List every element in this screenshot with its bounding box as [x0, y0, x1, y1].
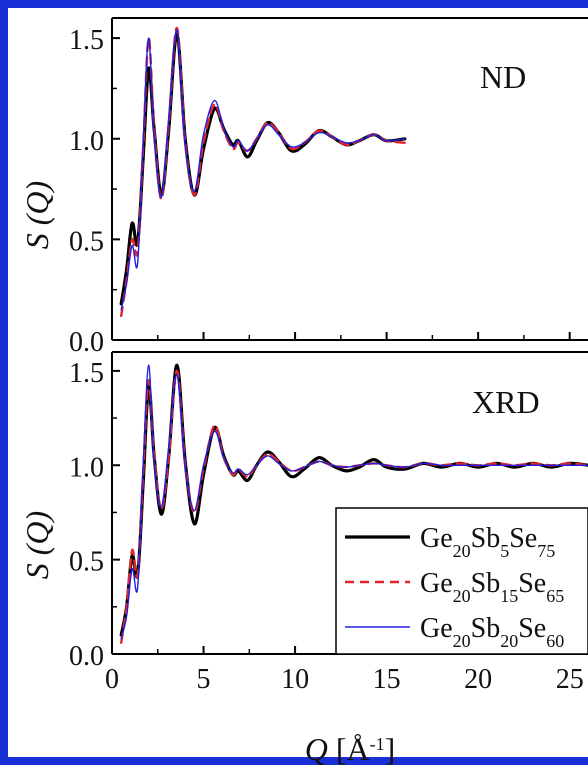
- xrd-y-tick-label: 1.5: [69, 358, 104, 389]
- xrd-panel-label: XRD: [472, 384, 540, 420]
- x-tick-label: 15: [373, 664, 401, 695]
- legend-items: Ge20Sb5Se75 Ge20Sb15Se65 Ge20Sb20Se60: [345, 523, 564, 651]
- x-axis-label-text: Q [Å-1]: [305, 731, 396, 765]
- legend-label-2: Ge20Sb15Se65: [420, 568, 564, 606]
- nd-panel-label: ND: [480, 59, 526, 95]
- x-tick-label: 20: [464, 664, 492, 695]
- x-tick-label: 25: [556, 664, 584, 695]
- x-tick-label: 10: [281, 664, 309, 695]
- nd-y-tick-label: 0.5: [69, 226, 104, 257]
- legend: Ge20Sb5Se75 Ge20Sb15Se65 Ge20Sb20Se60: [335, 507, 588, 655]
- xrd-panel: 0.0 0.5 1.0 1.5 0 5 10 15 20 25 XRD S (Q) Ge20Sb5…: [19, 351, 588, 695]
- xrd-y-tick-label: 1.0: [69, 452, 104, 483]
- nd-y-tick-label: 1.5: [69, 25, 104, 56]
- xrd-series: [119, 363, 588, 644]
- x-axis-label: Q [Å-1]: [305, 731, 396, 765]
- nd-ticks: 0.0 0.5 1.0 1.5: [69, 25, 571, 358]
- nd-y-tick-label: 0.0: [69, 327, 104, 358]
- xrd-series-line-3: [120, 364, 588, 640]
- nd-series-line-1: [119, 32, 407, 306]
- xrd-y-tick-label: 0.0: [69, 641, 104, 672]
- xrd-ticks: 0.0 0.5 1.0 1.5 0 5 10 15 20 25: [69, 358, 584, 695]
- nd-series-line-3: [120, 29, 406, 311]
- x-tick-label: 0: [105, 664, 119, 695]
- x-tick-label: 5: [197, 664, 211, 695]
- legend-label-3: Ge20Sb20Se60: [420, 613, 564, 651]
- nd-y-axis-label: S (Q): [19, 181, 55, 249]
- nd-panel: 0.0 0.5 1.0 1.5 ND S (Q): [19, 17, 588, 358]
- xrd-y-tick-label: 0.5: [69, 547, 104, 578]
- nd-y-tick-label: 1.0: [69, 126, 104, 157]
- legend-label-1: Ge20Sb5Se75: [420, 523, 555, 561]
- nd-series: [119, 26, 407, 318]
- xrd-y-axis-label: S (Q): [19, 511, 55, 579]
